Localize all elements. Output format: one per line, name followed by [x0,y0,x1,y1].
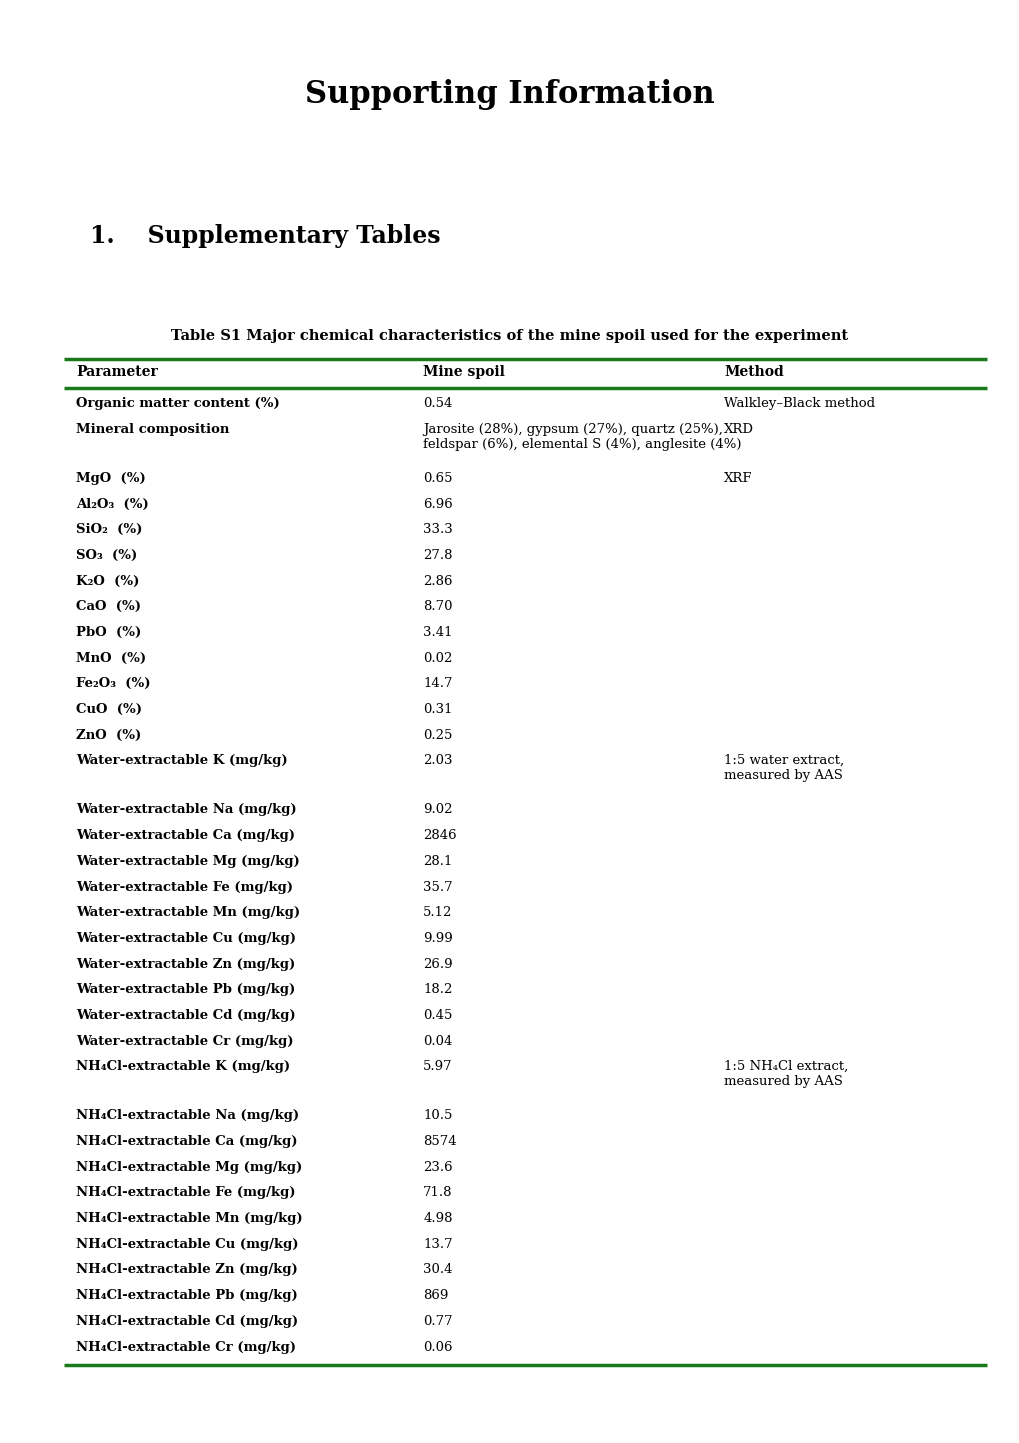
Text: 0.45: 0.45 [423,1009,452,1022]
Text: 9.02: 9.02 [423,804,452,817]
Text: 71.8: 71.8 [423,1186,452,1199]
Text: 1:5 NH₄Cl extract,
measured by AAS: 1:5 NH₄Cl extract, measured by AAS [723,1061,848,1088]
Text: 27.8: 27.8 [423,548,452,561]
Text: 9.99: 9.99 [423,932,452,945]
Text: NH₄Cl-extractable K (mg/kg): NH₄Cl-extractable K (mg/kg) [76,1061,290,1074]
Text: K₂O  (%): K₂O (%) [76,574,140,587]
Text: 8574: 8574 [423,1136,457,1149]
Text: NH₄Cl-extractable Zn (mg/kg): NH₄Cl-extractable Zn (mg/kg) [76,1264,298,1277]
Text: 1.    Supplementary Tables: 1. Supplementary Tables [90,224,440,248]
Text: NH₄Cl-extractable Na (mg/kg): NH₄Cl-extractable Na (mg/kg) [76,1110,300,1123]
Text: Supporting Information: Supporting Information [305,79,714,110]
Text: 2846: 2846 [423,830,457,843]
Text: 18.2: 18.2 [423,983,452,996]
Text: 3.41: 3.41 [423,626,452,639]
Text: 0.65: 0.65 [423,472,452,485]
Text: NH₄Cl-extractable Cu (mg/kg): NH₄Cl-extractable Cu (mg/kg) [76,1238,299,1251]
Text: 5.12: 5.12 [423,906,452,919]
Text: Water-extractable Fe (mg/kg): Water-extractable Fe (mg/kg) [76,880,293,893]
Text: NH₄Cl-extractable Fe (mg/kg): NH₄Cl-extractable Fe (mg/kg) [76,1186,296,1199]
Text: Water-extractable Ca (mg/kg): Water-extractable Ca (mg/kg) [76,830,296,843]
Text: Mine spoil: Mine spoil [423,365,504,380]
Text: Water-extractable K (mg/kg): Water-extractable K (mg/kg) [76,755,287,768]
Text: Method: Method [723,365,784,380]
Text: NH₄Cl-extractable Mn (mg/kg): NH₄Cl-extractable Mn (mg/kg) [76,1212,303,1225]
Text: CaO  (%): CaO (%) [76,600,142,613]
Text: NH₄Cl-extractable Cd (mg/kg): NH₄Cl-extractable Cd (mg/kg) [76,1315,299,1328]
Text: Organic matter content (%): Organic matter content (%) [76,397,280,410]
Text: XRD: XRD [723,423,753,436]
Text: 5.97: 5.97 [423,1061,452,1074]
Text: 4.98: 4.98 [423,1212,452,1225]
Text: 28.1: 28.1 [423,854,452,867]
Text: Water-extractable Cu (mg/kg): Water-extractable Cu (mg/kg) [76,932,297,945]
Text: 13.7: 13.7 [423,1238,452,1251]
Text: 1:5 water extract,
measured by AAS: 1:5 water extract, measured by AAS [723,755,844,782]
Text: SiO₂  (%): SiO₂ (%) [76,524,143,537]
Text: 0.04: 0.04 [423,1035,452,1048]
Text: 33.3: 33.3 [423,524,452,537]
Text: Table S1 Major chemical characteristics of the mine spoil used for the experimen: Table S1 Major chemical characteristics … [171,329,848,343]
Text: 0.77: 0.77 [423,1315,452,1328]
Text: Water-extractable Cr (mg/kg): Water-extractable Cr (mg/kg) [76,1035,293,1048]
Text: Fe₂O₃  (%): Fe₂O₃ (%) [76,677,151,690]
Text: NH₄Cl-extractable Pb (mg/kg): NH₄Cl-extractable Pb (mg/kg) [76,1289,298,1302]
Text: 14.7: 14.7 [423,677,452,690]
Text: 2.03: 2.03 [423,755,452,768]
Text: Al₂O₃  (%): Al₂O₃ (%) [76,498,149,511]
Text: NH₄Cl-extractable Mg (mg/kg): NH₄Cl-extractable Mg (mg/kg) [76,1160,303,1173]
Text: Water-extractable Mn (mg/kg): Water-extractable Mn (mg/kg) [76,906,301,919]
Text: Walkley–Black method: Walkley–Black method [723,397,874,410]
Text: 869: 869 [423,1289,448,1302]
Text: Water-extractable Na (mg/kg): Water-extractable Na (mg/kg) [76,804,297,817]
Text: 10.5: 10.5 [423,1110,452,1123]
Text: 0.02: 0.02 [423,652,452,665]
Text: XRF: XRF [723,472,752,485]
Text: 35.7: 35.7 [423,880,452,893]
Text: 2.86: 2.86 [423,574,452,587]
Text: Water-extractable Mg (mg/kg): Water-extractable Mg (mg/kg) [76,854,300,867]
Text: NH₄Cl-extractable Cr (mg/kg): NH₄Cl-extractable Cr (mg/kg) [76,1341,297,1354]
Text: Water-extractable Zn (mg/kg): Water-extractable Zn (mg/kg) [76,958,296,971]
Text: PbO  (%): PbO (%) [76,626,142,639]
Text: 0.25: 0.25 [423,729,452,742]
Text: 8.70: 8.70 [423,600,452,613]
Text: 30.4: 30.4 [423,1264,452,1277]
Text: ZnO  (%): ZnO (%) [76,729,142,742]
Text: 0.54: 0.54 [423,397,452,410]
Text: Jarosite (28%), gypsum (27%), quartz (25%),
feldspar (6%), elemental S (4%), ang: Jarosite (28%), gypsum (27%), quartz (25… [423,423,741,450]
Text: SO₃  (%): SO₃ (%) [76,548,138,561]
Text: Water-extractable Cd (mg/kg): Water-extractable Cd (mg/kg) [76,1009,296,1022]
Text: Water-extractable Pb (mg/kg): Water-extractable Pb (mg/kg) [76,983,296,996]
Text: MgO  (%): MgO (%) [76,472,146,485]
Text: Mineral composition: Mineral composition [76,423,229,436]
Text: 23.6: 23.6 [423,1160,452,1173]
Text: 0.31: 0.31 [423,703,452,716]
Text: 6.96: 6.96 [423,498,452,511]
Text: 0.06: 0.06 [423,1341,452,1354]
Text: 26.9: 26.9 [423,958,452,971]
Text: Parameter: Parameter [76,365,158,380]
Text: CuO  (%): CuO (%) [76,703,143,716]
Text: NH₄Cl-extractable Ca (mg/kg): NH₄Cl-extractable Ca (mg/kg) [76,1136,298,1149]
Text: MnO  (%): MnO (%) [76,652,147,665]
